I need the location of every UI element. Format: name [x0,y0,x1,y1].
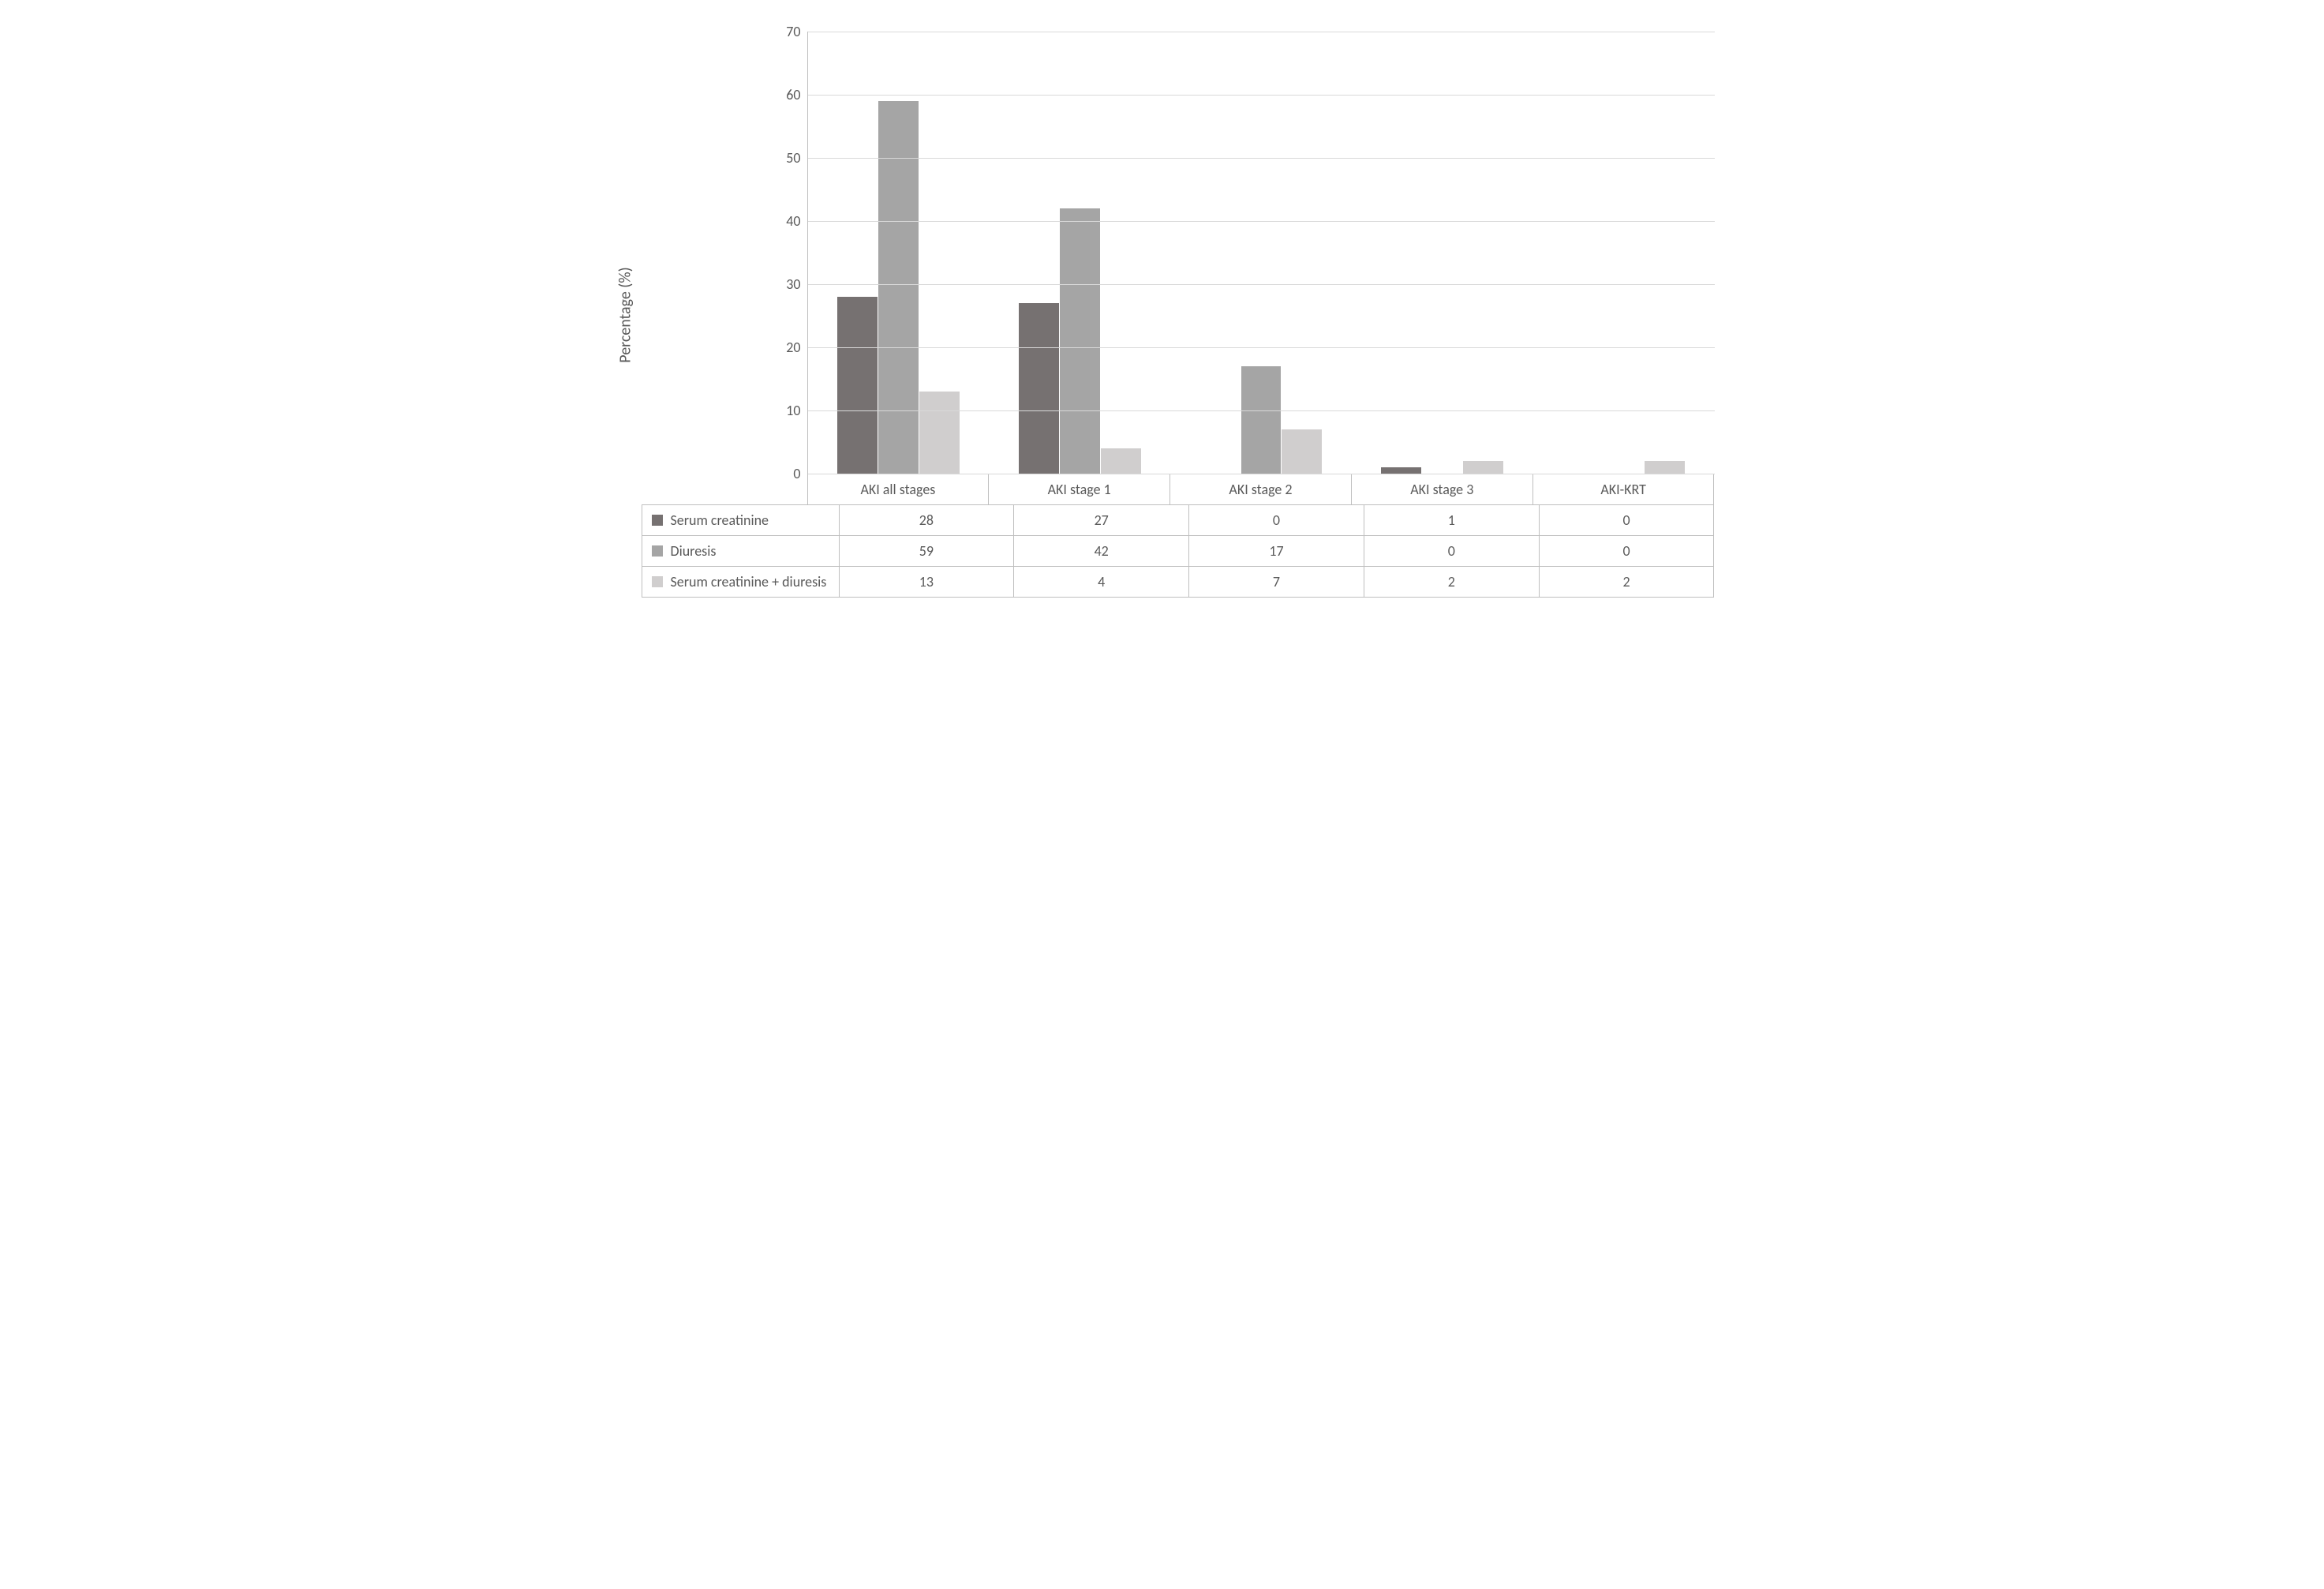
bar [1101,448,1141,474]
legend-swatch [652,545,663,557]
bar [919,392,960,474]
bars-layer [808,32,1715,474]
data-cell: 4 [1014,567,1189,598]
legend-label: Diuresis [671,542,717,560]
bar-group [1170,32,1352,474]
x-axis-label: AKI stage 3 [1352,474,1533,504]
bar [1463,461,1503,474]
data-cell: 27 [1014,504,1189,536]
bar-group [808,32,990,474]
bar-group [1352,32,1533,474]
x-axis-label: AKI all stages [808,474,990,504]
y-tick-label: 60 [786,86,800,103]
gridline [808,158,1715,159]
y-label-column: Percentage (%) [610,32,642,598]
x-axis-row: AKI all stagesAKI stage 1AKI stage 2AKI … [642,474,1715,504]
bar-group [1533,32,1715,474]
gridline [808,284,1715,285]
y-axis-label: Percentage (%) [616,267,635,362]
bar-group [989,32,1170,474]
data-cells: 134722 [839,567,1715,598]
plot: 010203040506070 [642,32,1715,474]
table-row: Serum creatinine2827010 [642,504,1715,536]
y-tick-label: 20 [786,339,800,356]
x-axis-label: AKI-KRT [1533,474,1715,504]
y-axis: 010203040506070 [642,32,807,474]
data-cell: 17 [1189,536,1364,567]
legend-swatch [652,515,663,526]
data-cell: 42 [1014,536,1189,567]
legend-cell: Serum creatinine + diuresis [642,567,839,598]
bar [1381,467,1421,474]
y-tick-label: 70 [786,23,800,40]
bar [1282,429,1322,474]
table-row: Serum creatinine + diuresis134722 [642,567,1715,598]
legend-label: Serum creatinine + diuresis [671,573,827,590]
legend-cell: Serum creatinine [642,504,839,536]
bar [1241,366,1282,474]
data-cell: 28 [839,504,1015,536]
bar [1019,303,1059,474]
data-cell: 2 [1364,567,1540,598]
bar [878,101,919,474]
legend-swatch [652,576,663,587]
data-cell: 59 [839,536,1015,567]
data-cell: 0 [1540,536,1715,567]
table-row: Diuresis59421700 [642,536,1715,567]
x-axis-spacer [642,474,807,504]
y-tick-label: 0 [793,465,800,482]
data-cell: 7 [1189,567,1364,598]
data-cell: 0 [1540,504,1715,536]
gridline [808,347,1715,348]
data-cell: 0 [1364,536,1540,567]
data-table: Serum creatinine2827010Diuresis59421700S… [642,504,1715,598]
gridline [808,95,1715,96]
y-tick-label: 30 [786,275,800,293]
y-tick-label: 50 [786,149,800,167]
plot-inner [807,32,1715,474]
data-cell: 1 [1364,504,1540,536]
data-cell: 0 [1189,504,1364,536]
x-axis-label: AKI stage 1 [989,474,1170,504]
y-tick-label: 40 [786,212,800,230]
data-cell: 2 [1540,567,1715,598]
bar [837,297,878,474]
chart-area: 010203040506070 AKI all stagesAKI stage … [642,32,1715,598]
y-tick-label: 10 [786,402,800,419]
data-cells: 59421700 [839,536,1715,567]
chart-plot-row: Percentage (%) 010203040506070 AKI all s… [610,32,1715,598]
x-axis-cells: AKI all stagesAKI stage 1AKI stage 2AKI … [807,474,1715,504]
data-cell: 13 [839,567,1015,598]
gridline [808,410,1715,411]
gridline [808,221,1715,222]
legend-label: Serum creatinine [671,512,769,529]
x-axis-label: AKI stage 2 [1170,474,1352,504]
data-cells: 2827010 [839,504,1715,536]
bar [1645,461,1685,474]
bar [1060,208,1100,474]
chart-container: Percentage (%) 010203040506070 AKI all s… [610,32,1715,598]
legend-cell: Diuresis [642,536,839,567]
